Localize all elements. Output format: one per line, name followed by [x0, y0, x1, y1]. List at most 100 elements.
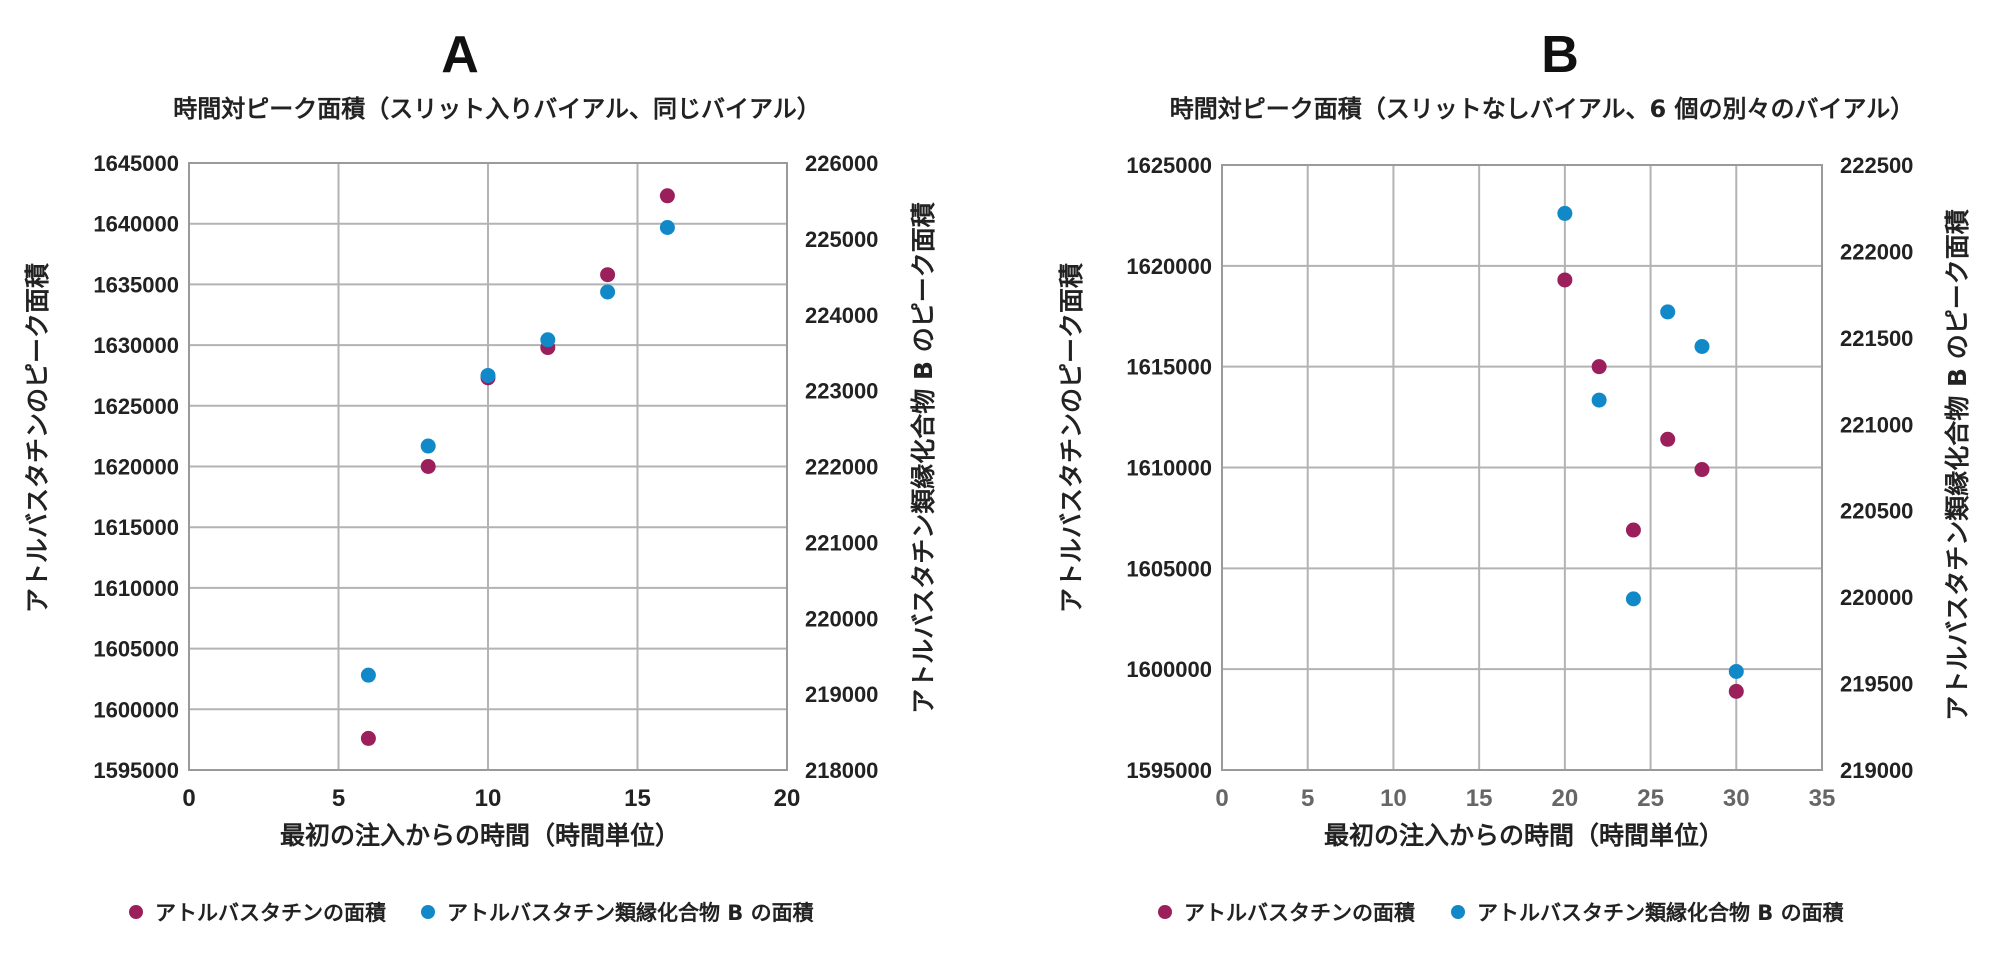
chart-a-x-tick-label: 20	[774, 785, 801, 812]
chart-b-left-tick-label: 1605000	[1126, 556, 1212, 581]
chart-b-point-atorvastatin	[1728, 683, 1744, 699]
chart-b-right-tick-label: 219500	[1840, 672, 1913, 697]
chart-a-left-tick-label: 1640000	[93, 212, 179, 237]
chart-a-x-axis-title: 最初の注入からの時間（時間単位）	[280, 821, 680, 850]
chart-b-legend-marker-atorvastatin	[1158, 905, 1172, 919]
chart-a-right-tick-labels: 218000 219000 220000 221000 222000 223000 2240…	[805, 151, 878, 783]
chart-a-point-related-b	[480, 367, 496, 383]
chart-a-y-axis-title: アトルバスタチンのピーク面積	[23, 263, 52, 613]
chart-b-panel-label: B	[1541, 26, 1579, 84]
chart-a: A 時間対ピーク面積（スリット入りバイアル、同じバイアル） 1595000 160…	[23, 26, 938, 925]
chart-a-left-tick-label: 1645000	[93, 151, 179, 176]
chart-a-left-tick-labels: 1595000 1600000 1605000 1610000 1615000 16200…	[93, 151, 179, 783]
chart-a-x-tick-labels: 0 5 10 15 20	[182, 785, 800, 812]
chart-a-panel-label: A	[441, 26, 479, 84]
chart-a-points	[360, 188, 675, 746]
chart-a-right-tick-label: 221000	[805, 530, 878, 555]
chart-b-x-tick-label: 35	[1809, 785, 1836, 812]
chart-b-left-tick-label: 1600000	[1126, 657, 1212, 682]
chart-a-x-tick-label: 15	[624, 785, 651, 812]
chart-a-left-tick-label: 1595000	[93, 758, 179, 783]
chart-a-right-tick-label: 222000	[805, 455, 878, 480]
chart-b-right-tick-label: 222500	[1840, 153, 1913, 178]
chart-b-legend-marker-related-b	[1451, 905, 1465, 919]
chart-b-gridlines	[1221, 164, 1823, 771]
chart-a-left-tick-label: 1620000	[93, 455, 179, 480]
chart-b-point-atorvastatin	[1694, 462, 1710, 478]
chart-a-left-tick-label: 1615000	[93, 515, 179, 540]
chart-a-right-tick-label: 226000	[805, 151, 878, 176]
chart-a-left-tick-label: 1635000	[93, 272, 179, 297]
chart-b-plot-frame	[1221, 164, 1823, 771]
chart-b-left-tick-label: 1615000	[1126, 355, 1212, 380]
chart-b-right-tick-labels: 219000 219500 220000 220500 221000 221500 2220…	[1840, 153, 1913, 783]
chart-b-x-tick-label: 30	[1723, 785, 1750, 812]
chart-a-point-atorvastatin	[659, 188, 675, 204]
chart-b-left-tick-label: 1610000	[1126, 456, 1212, 481]
chart-b-point-related-b	[1728, 663, 1744, 679]
chart-a-point-related-b	[540, 332, 556, 348]
chart-a-point-related-b	[420, 438, 436, 454]
chart-b-x-axis-title: 最初の注入からの時間（時間単位）	[1324, 821, 1724, 850]
chart-b-right-tick-label: 219000	[1840, 758, 1913, 783]
chart-a-legend-marker-atorvastatin	[129, 905, 143, 919]
chart-a-point-related-b	[659, 219, 675, 235]
chart-a-left-tick-label: 1605000	[93, 637, 179, 662]
chart-a-right-tick-label: 223000	[805, 379, 878, 404]
chart-a-point-atorvastatin	[600, 267, 616, 283]
chart-a-legend: アトルバスタチンの面積 アトルバスタチン類縁化合物 B の面積	[129, 901, 815, 925]
chart-a-right-tick-label: 224000	[805, 303, 878, 328]
chart-b-left-tick-labels: 1595000 1600000 1605000 1610000 1615000 16200…	[1126, 153, 1212, 783]
chart-b-point-atorvastatin	[1625, 522, 1641, 538]
chart-b-point-related-b	[1694, 339, 1710, 354]
chart-b-left-tick-label: 1625000	[1126, 153, 1212, 178]
chart-a-left-tick-label: 1610000	[93, 576, 179, 601]
chart-b-x-tick-label: 25	[1637, 785, 1664, 812]
chart-b-legend-label-atorvastatin: アトルバスタチンの面積	[1184, 901, 1416, 925]
chart-b-left-tick-label: 1620000	[1126, 254, 1212, 279]
chart-a-x-tick-label: 0	[182, 785, 195, 812]
chart-a-point-related-b	[360, 667, 376, 683]
chart-b-point-related-b	[1591, 392, 1607, 408]
chart-b-point-related-b	[1625, 591, 1641, 607]
chart-b-right-tick-label: 220500	[1840, 499, 1913, 524]
chart-a-gridlines	[188, 162, 788, 771]
chart-a-point-related-b	[600, 284, 616, 300]
chart-a-legend-label-related-b: アトルバスタチン類縁化合物 B の面積	[447, 901, 815, 925]
chart-a-right-tick-label: 219000	[805, 682, 878, 707]
chart-a-legend-marker-related-b	[421, 905, 435, 919]
chart-b-right-tick-label: 221000	[1840, 412, 1913, 437]
chart-b-legend: アトルバスタチンの面積 アトルバスタチン類縁化合物 B の面積	[1158, 901, 1845, 925]
chart-a-plot-frame	[188, 162, 788, 771]
chart-b-left-tick-label: 1595000	[1126, 758, 1212, 783]
chart-a-right-tick-label: 225000	[805, 227, 878, 252]
chart-b-right-tick-label: 220000	[1840, 585, 1913, 610]
chart-b-x-tick-label: 10	[1380, 785, 1407, 812]
chart-b-point-atorvastatin	[1660, 431, 1676, 447]
chart-a-x-tick-label: 10	[475, 785, 502, 812]
chart-b-legend-label-related-b: アトルバスタチン類縁化合物 B の面積	[1477, 901, 1845, 925]
chart-a-left-tick-label: 1630000	[93, 333, 179, 358]
chart-a-right-tick-label: 218000	[805, 758, 878, 783]
chart-b-points	[1557, 205, 1744, 699]
chart-a-y2-axis-title: アトルバスタチン類縁化合物 B のピーク面積	[909, 202, 938, 713]
chart-a-right-tick-label: 220000	[805, 606, 878, 631]
chart-a-title: 時間対ピーク面積（スリット入りバイアル、同じバイアル）	[173, 95, 821, 123]
chart-b-x-tick-label: 5	[1301, 785, 1314, 812]
chart-b-point-related-b	[1660, 304, 1676, 320]
chart-b-point-atorvastatin	[1591, 359, 1607, 375]
chart-b-x-tick-label: 20	[1552, 785, 1579, 812]
chart-b-y-axis-title: アトルバスタチンのピーク面積	[1057, 263, 1086, 613]
chart-b-point-related-b	[1557, 205, 1573, 221]
chart-a-left-tick-label: 1625000	[93, 394, 179, 419]
chart-b-x-tick-label: 15	[1466, 785, 1493, 812]
chart-a-x-tick-label: 5	[332, 785, 345, 812]
chart-b-right-tick-label: 221500	[1840, 326, 1913, 351]
chart-a-point-atorvastatin	[420, 459, 436, 474]
chart-b-point-atorvastatin	[1557, 272, 1573, 288]
chart-b-y2-axis-title: アトルバスタチン類縁化合物 B のピーク面積	[1943, 209, 1972, 720]
chart-b: B 時間対ピーク面積（スリットなしバイアル、6 個の別々のバイアル） 15950…	[1057, 26, 1972, 925]
chart-a-point-atorvastatin	[360, 730, 376, 746]
chart-b-right-tick-label: 222000	[1840, 239, 1913, 264]
